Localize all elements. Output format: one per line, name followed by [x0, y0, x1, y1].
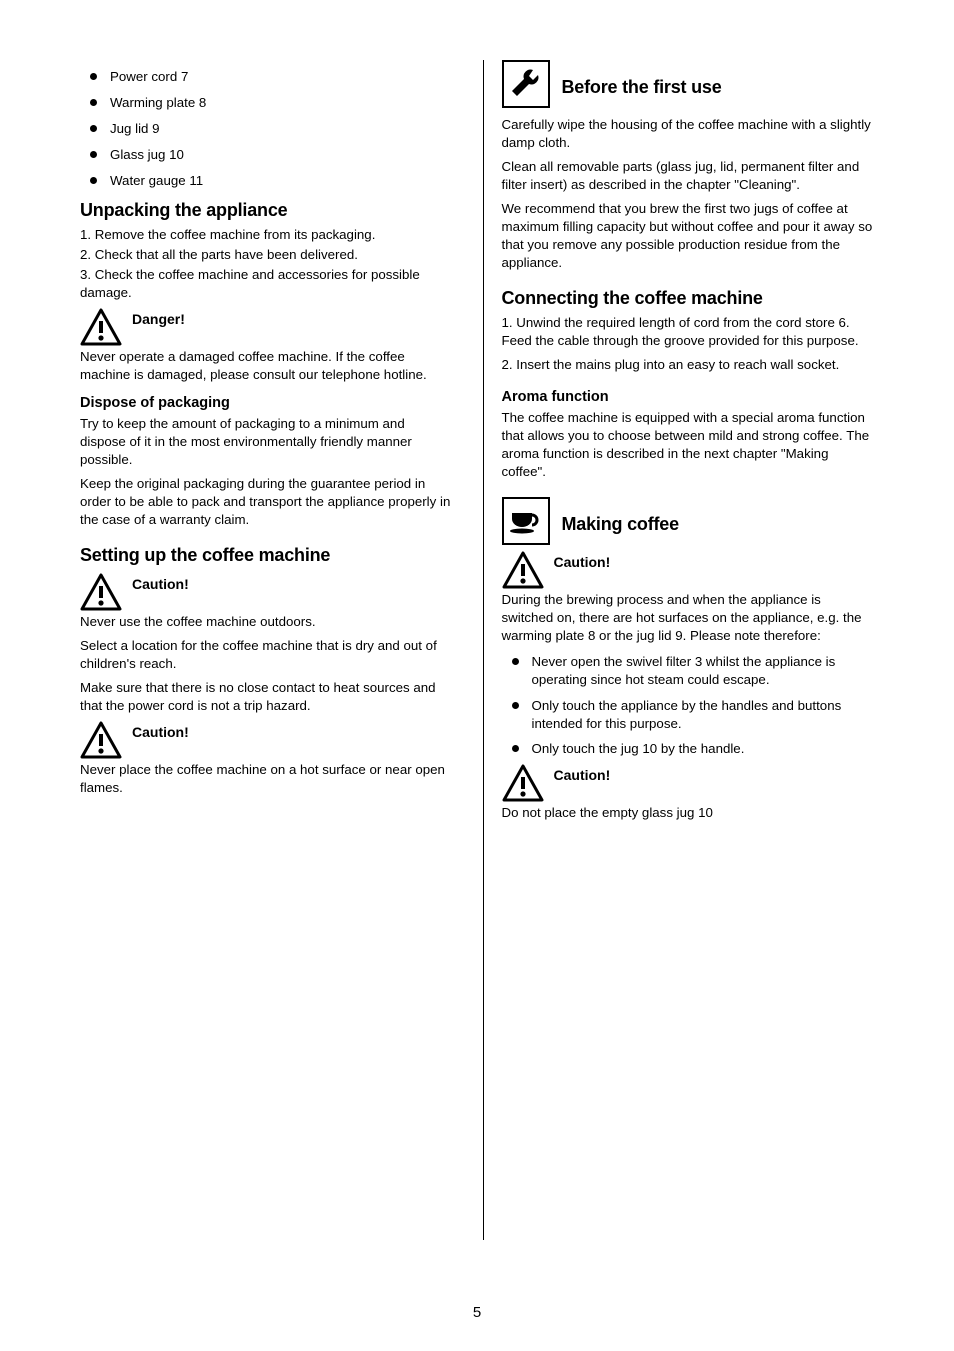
warning-icon	[502, 764, 544, 802]
page-number: 5	[0, 1304, 954, 1321]
connecting-heading: Connecting the coffee machine	[502, 286, 875, 310]
before-text: Carefully wipe the housing of the coffee…	[502, 116, 875, 152]
left-column: Power cord 7 Warming plate 8 Jug lid 9 G…	[80, 60, 459, 1240]
aroma-text: The coffee machine is equipped with a sp…	[502, 409, 875, 481]
unpacking-heading: Unpacking the appliance	[80, 198, 453, 222]
before-first-use-lead: Before the first use	[502, 60, 875, 114]
caution-text: Never use the coffee machine outdoors.	[80, 613, 453, 631]
making-coffee-heading: Making coffee	[562, 512, 679, 536]
dispose-heading: Dispose of packaging	[80, 394, 453, 414]
two-column-layout: Power cord 7 Warming plate 8 Jug lid 9 G…	[80, 60, 874, 1240]
caution-block: Caution!	[502, 553, 875, 589]
setup-text: Select a location for the coffee machine…	[80, 637, 453, 673]
unpack-step: 3. Check the coffee machine and accessor…	[80, 266, 453, 302]
warning-icon	[502, 551, 544, 589]
warning-icon	[80, 573, 122, 611]
list-item: Power cord 7	[96, 68, 453, 86]
before-text: Clean all removable parts (glass jug, li…	[502, 158, 875, 194]
list-item: Water gauge 11	[96, 172, 453, 190]
caution-label: Caution!	[132, 723, 189, 742]
list-item: Warming plate 8	[96, 94, 453, 112]
caution-block: Caution!	[502, 766, 875, 802]
connect-step: 1. Unwind the required length of cord fr…	[502, 314, 875, 350]
dispose-text: Try to keep the amount of packaging to a…	[80, 415, 453, 469]
connect-step: 2. Insert the mains plug into an easy to…	[502, 356, 875, 374]
unpack-step: 2. Check that all the parts have been de…	[80, 246, 453, 264]
unpack-step: 1. Remove the coffee machine from its pa…	[80, 226, 453, 244]
making-coffee-lead: Making coffee	[502, 497, 875, 551]
list-item: Glass jug 10	[96, 146, 453, 164]
list-item: Jug lid 9	[96, 120, 453, 138]
before-text: We recommend that you brew the first two…	[502, 200, 875, 272]
warning-icon	[80, 721, 122, 759]
caution-text: During the brewing process and when the …	[502, 591, 875, 645]
danger-block: Danger!	[80, 310, 453, 346]
aroma-heading: Aroma function	[502, 388, 875, 408]
caution-block: Caution!	[80, 575, 453, 611]
list-item: Never open the swivel filter 3 whilst th…	[518, 653, 875, 689]
caution-label: Caution!	[554, 553, 611, 572]
wrench-icon	[502, 60, 550, 108]
caution-label: Caution!	[132, 575, 189, 594]
danger-text: Never operate a damaged coffee machine. …	[80, 348, 453, 384]
caution-text: Do not place the empty glass jug 10	[502, 804, 875, 822]
making-coffee-notes: Never open the swivel filter 3 whilst th…	[502, 653, 875, 759]
before-first-use-heading: Before the first use	[562, 75, 722, 99]
setup-heading: Setting up the coffee machine	[80, 543, 453, 567]
list-item: Only touch the appliance by the handles …	[518, 697, 875, 733]
setup-text: Make sure that there is no close contact…	[80, 679, 453, 715]
coffee-cup-icon	[502, 497, 550, 545]
warning-icon	[80, 308, 122, 346]
parts-list: Power cord 7 Warming plate 8 Jug lid 9 G…	[80, 68, 453, 190]
caution-text: Never place the coffee machine on a hot …	[80, 761, 453, 797]
manual-page: Power cord 7 Warming plate 8 Jug lid 9 G…	[0, 0, 954, 1351]
right-column: Before the first use Carefully wipe the …	[483, 60, 875, 1240]
caution-label: Caution!	[554, 766, 611, 785]
caution-block: Caution!	[80, 723, 453, 759]
dispose-text: Keep the original packaging during the g…	[80, 475, 453, 529]
danger-label: Danger!	[132, 310, 185, 329]
list-item: Only touch the jug 10 by the handle.	[518, 740, 875, 758]
